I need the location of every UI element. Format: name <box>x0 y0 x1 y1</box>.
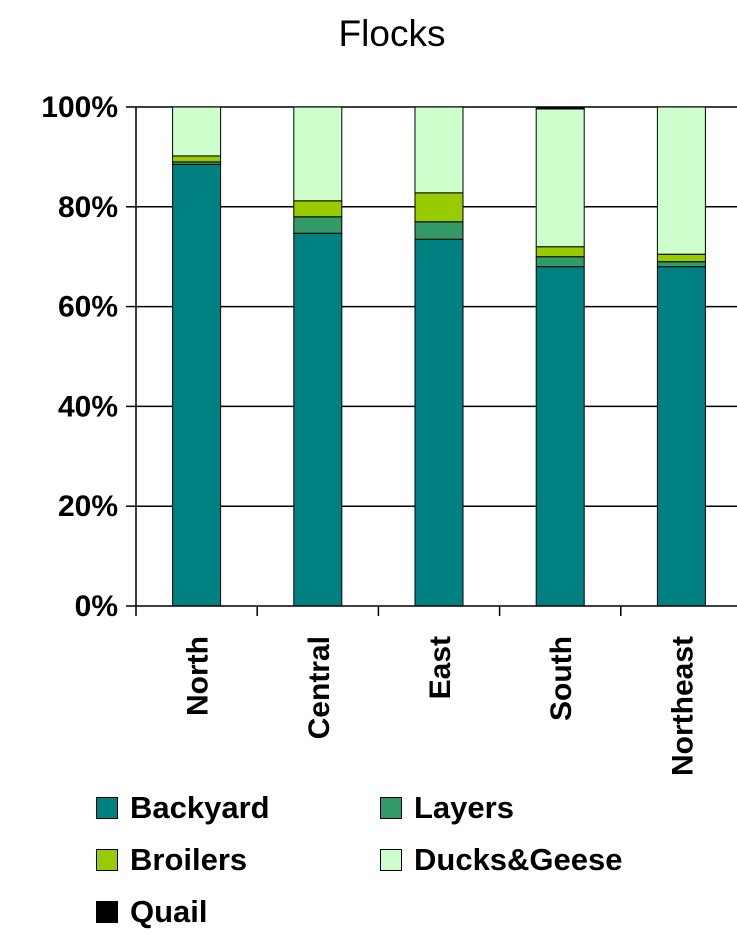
bar-east-ducks-geese <box>414 106 464 194</box>
legend-item-ducks-geese: Ducks&Geese <box>380 842 623 878</box>
legend-label-ducks-geese: Ducks&Geese <box>414 842 623 877</box>
y-tick-label-100: 100% <box>41 91 118 124</box>
y-tick-label-40: 40% <box>58 390 118 423</box>
bar-north-backyard <box>172 163 222 607</box>
bar-northeast-layers <box>656 261 706 268</box>
legend-item-quail: Quail <box>96 894 208 930</box>
stacked-bar-chart: Flocks 0% 20% 40% 60% 80% 100% North Central Ea… <box>41 13 737 776</box>
bar-central-broilers <box>293 200 343 218</box>
legend-item-broilers: Broilers <box>96 842 247 878</box>
bar-south-backyard <box>535 266 585 607</box>
x-tick-label-central: Central <box>303 636 336 739</box>
bar-northeast-ducks-geese <box>656 106 706 255</box>
bar-central-ducks-geese <box>293 106 343 202</box>
x-tick-label-northeast: Northeast <box>666 636 699 776</box>
bar-south-broilers <box>535 246 585 258</box>
x-tick-label-north: North <box>182 636 215 716</box>
bar-northeast-broilers <box>656 253 706 263</box>
legend-swatch-backyard <box>96 797 118 819</box>
y-tick-label-20: 20% <box>58 490 118 523</box>
bar-south-layers <box>535 256 585 268</box>
legend-label-backyard: Backyard <box>130 790 270 825</box>
y-axis-tick-labels: 0% 20% 40% 60% 80% 100% <box>41 91 118 623</box>
legend-label-layers: Layers <box>414 790 514 825</box>
bar-north-broilers <box>172 155 222 163</box>
x-tick-label-south: South <box>545 636 578 721</box>
bar-east-backyard <box>414 238 464 607</box>
legend-label-broilers: Broilers <box>130 842 248 877</box>
bar-south-ducks-geese <box>535 108 585 248</box>
x-axis-tick-labels: North Central East South Northeast <box>182 636 700 776</box>
bar-central-backyard <box>293 232 343 607</box>
chart-title: Flocks <box>339 13 446 54</box>
y-tick-label-80: 80% <box>58 191 118 224</box>
legend-item-backyard: Backyard <box>96 790 270 826</box>
bar-central-layers <box>293 216 343 234</box>
legend-swatch-quail <box>96 901 118 923</box>
legend-swatch-layers <box>380 797 402 819</box>
legend-item-layers: Layers <box>380 790 514 826</box>
bar-east-layers <box>414 221 464 240</box>
bar-north-ducks-geese <box>172 106 222 157</box>
legend-swatch-broilers <box>96 849 118 871</box>
bar-northeast-backyard <box>656 266 706 607</box>
y-tick-label-60: 60% <box>58 291 118 324</box>
axes <box>126 106 737 616</box>
y-tick-label-0: 0% <box>75 590 118 623</box>
legend-swatch-ducks-geese <box>380 849 402 871</box>
legend-label-quail: Quail <box>130 894 208 929</box>
x-tick-label-east: East <box>424 636 457 699</box>
bars <box>172 106 706 607</box>
bar-south-quail <box>535 106 585 110</box>
bar-east-broilers <box>414 192 464 223</box>
